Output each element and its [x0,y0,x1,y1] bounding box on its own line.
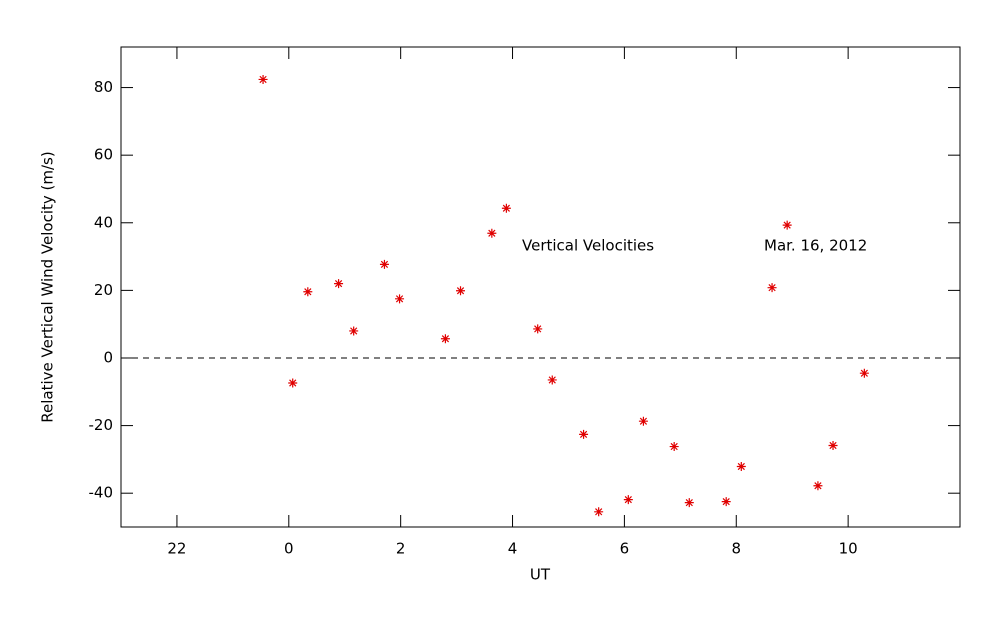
y-tick-label: 0 [103,348,113,366]
x-axis-label: UT [530,566,551,584]
point [638,416,648,426]
y-tick-label: 20 [94,281,113,299]
y-tick-label: 80 [94,78,113,96]
point [288,378,298,388]
point [859,368,869,378]
annotation: Mar. 16, 2012 [764,237,867,255]
y-tick-label: 40 [94,213,113,231]
point [533,324,543,334]
point [547,375,557,385]
x-tick-label: 22 [167,540,186,558]
y-tick-label: -20 [89,416,114,434]
x-tick-label: 8 [731,540,741,558]
annotation: Vertical Velocities [522,237,654,255]
point [379,259,389,269]
x-tick-label: 2 [396,540,406,558]
x-tick-label: 4 [508,540,518,558]
x-tick-label: 6 [620,540,630,558]
point [258,74,268,84]
x-tick-label: 10 [839,540,858,558]
point [669,442,679,452]
point [440,334,450,344]
point [303,287,313,297]
point [501,203,511,213]
point [828,441,838,451]
point [395,294,405,304]
point [782,220,792,230]
point [579,429,589,439]
point [487,228,497,238]
point [594,507,604,517]
point [334,279,344,289]
y-tick-label: -40 [89,484,114,502]
x-tick-label: 0 [284,540,294,558]
point [349,326,359,336]
point [684,498,694,508]
point [623,495,633,505]
point [736,461,746,471]
plot-frame [120,46,961,528]
point [767,283,777,293]
point [721,497,731,507]
point [813,481,823,491]
point [456,286,466,296]
y-tick-label: 60 [94,146,113,164]
y-axis-label: Relative Vertical Wind Velocity (m/s) [39,151,57,422]
